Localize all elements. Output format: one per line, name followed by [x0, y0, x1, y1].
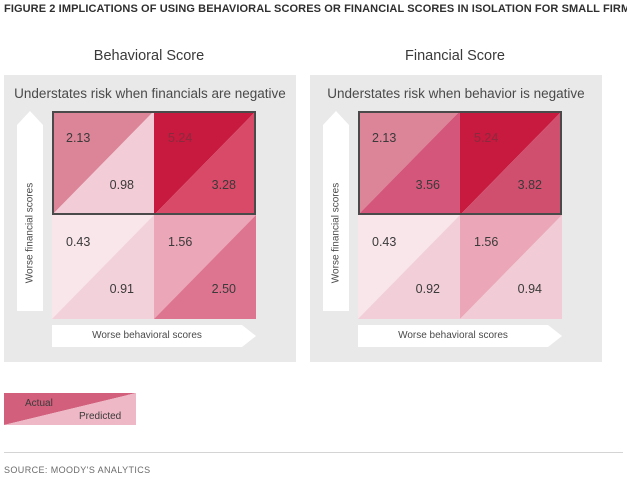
cell-bottom-left: 0.43 0.92: [358, 215, 460, 319]
legend-swatch: [4, 393, 136, 425]
predicted-triangle: [358, 111, 460, 215]
legend-actual-label: Actual: [25, 398, 53, 409]
predicted-value: 0.92: [415, 282, 440, 296]
cell-top-left: 2.13 0.98: [52, 111, 154, 215]
cell-top-left: 2.13 3.56: [358, 111, 460, 215]
y-axis-arrow: Worse financial scores: [323, 111, 349, 311]
legend-predicted-label: Predicted: [79, 411, 122, 422]
panel-financial: Understates risk when behavior is negati…: [310, 75, 602, 362]
heatmap-grid: 2.13 3.56 5.24 3.82 0.43 0.92 1.56 0.94: [358, 111, 562, 319]
y-arrow-shape: [323, 111, 349, 311]
predicted-triangle: [154, 111, 256, 215]
panel-title-financial: Financial Score: [405, 48, 505, 64]
figure-title: FIGURE 2 IMPLICATIONS OF USING BEHAVIORA…: [4, 3, 627, 15]
y-axis-label: Worse financial scores: [330, 182, 342, 284]
actual-value: 5.24: [168, 131, 193, 145]
actual-value: 5.24: [474, 131, 499, 145]
predicted-triangle: [460, 111, 562, 215]
predicted-value: 0.94: [517, 282, 542, 296]
y-axis-arrow: Worse financial scores: [17, 111, 43, 311]
predicted-triangle: [52, 111, 154, 215]
panel-behavioral: Understates risk when financials are neg…: [4, 75, 296, 362]
legend: Actual Predicted: [4, 393, 136, 425]
panel-subtitle: Understates risk when financials are neg…: [14, 86, 286, 101]
actual-value: 0.43: [372, 235, 397, 249]
cell-top-right: 5.24 3.82: [460, 111, 562, 215]
x-axis-arrow: Worse behavioral scores: [52, 325, 256, 347]
predicted-triangle: [460, 215, 562, 319]
highlight-frame: [52, 111, 256, 215]
legend-predicted-swatch: [4, 393, 136, 425]
cell-bottom-right: 1.56 0.94: [460, 215, 562, 319]
y-arrow-shape: [17, 111, 43, 311]
highlight-frame: [358, 111, 562, 215]
panel-title-behavioral: Behavioral Score: [93, 48, 205, 64]
actual-value: 2.13: [372, 131, 397, 145]
predicted-value: 2.50: [211, 282, 236, 296]
actual-value: 1.56: [168, 235, 193, 249]
predicted-triangle: [52, 215, 154, 319]
heatmap-grid: 2.13 0.98 5.24 3.28 0.43 0.91 1.56 2.50: [52, 111, 256, 319]
actual-value: 2.13: [66, 131, 91, 145]
divider: [4, 452, 623, 453]
predicted-value: 3.28: [211, 178, 236, 192]
x-axis-label: Worse behavioral scores: [398, 330, 508, 341]
predicted-value: 3.56: [415, 178, 440, 192]
x-axis-arrow: Worse behavioral scores: [358, 325, 562, 347]
predicted-value: 3.82: [517, 178, 542, 192]
predicted-value: 0.98: [109, 178, 134, 192]
actual-value: 1.56: [474, 235, 499, 249]
predicted-triangle: [358, 215, 460, 319]
predicted-triangle: [154, 215, 256, 319]
cell-bottom-right: 1.56 2.50: [154, 215, 256, 319]
y-axis-label: Worse financial scores: [24, 182, 36, 284]
predicted-value: 0.91: [109, 282, 134, 296]
x-arrow-shape: [358, 325, 562, 347]
panel-subtitle: Understates risk when behavior is negati…: [327, 86, 585, 101]
cell-bottom-left: 0.43 0.91: [52, 215, 154, 319]
source-note: SOURCE: MOODY'S ANALYTICS: [4, 465, 151, 475]
cell-top-right: 5.24 3.28: [154, 111, 256, 215]
actual-value: 0.43: [66, 235, 91, 249]
x-axis-label: Worse behavioral scores: [92, 330, 202, 341]
x-arrow-shape: [52, 325, 256, 347]
